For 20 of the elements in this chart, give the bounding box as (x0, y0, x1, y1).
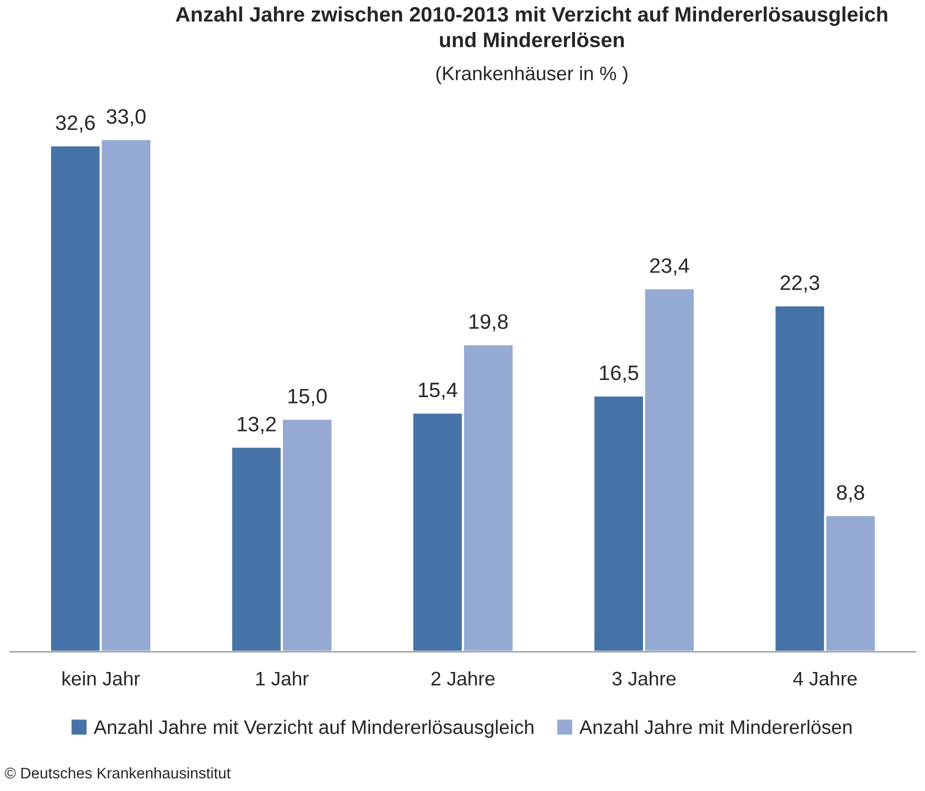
data-label: 32,6 (56, 115, 95, 133)
data-label: 23,4 (650, 258, 690, 276)
data-label: 15,0 (288, 388, 327, 406)
data-label: 19,8 (470, 314, 508, 332)
x-tick-label: kein Jahr (62, 671, 140, 686)
x-tick-label: 1 Jahr (256, 671, 309, 686)
chart-subtitle: (Krankenhäuser in % ) (436, 66, 628, 84)
x-tick-label: 3 Jahre (612, 671, 676, 686)
data-label: 16,5 (600, 365, 638, 383)
data-label: 22,3 (780, 275, 820, 293)
data-label: 8,8 (836, 485, 864, 502)
text: © Deutsches Krankenhausinstitut (4, 767, 231, 778)
legend-label: Anzahl Jahre mit Verzicht auf Mindererlösausgleich (94, 720, 534, 738)
data-label: 33,0 (106, 109, 146, 126)
legend-label: Anzahl Jahre mit Mindererlösen (579, 720, 852, 734)
chart-title: Anzahl Jahre zwischen 2010-2013 mit Verzicht auf Mindererlösausgleich und Mindererlösen (176, 6, 888, 48)
x-tick-label: 2 Jahre (432, 671, 495, 686)
data-label: 15,4 (418, 382, 458, 400)
x-tick-label: 4 Jahre (793, 671, 857, 686)
data-label: 13,2 (238, 416, 276, 434)
